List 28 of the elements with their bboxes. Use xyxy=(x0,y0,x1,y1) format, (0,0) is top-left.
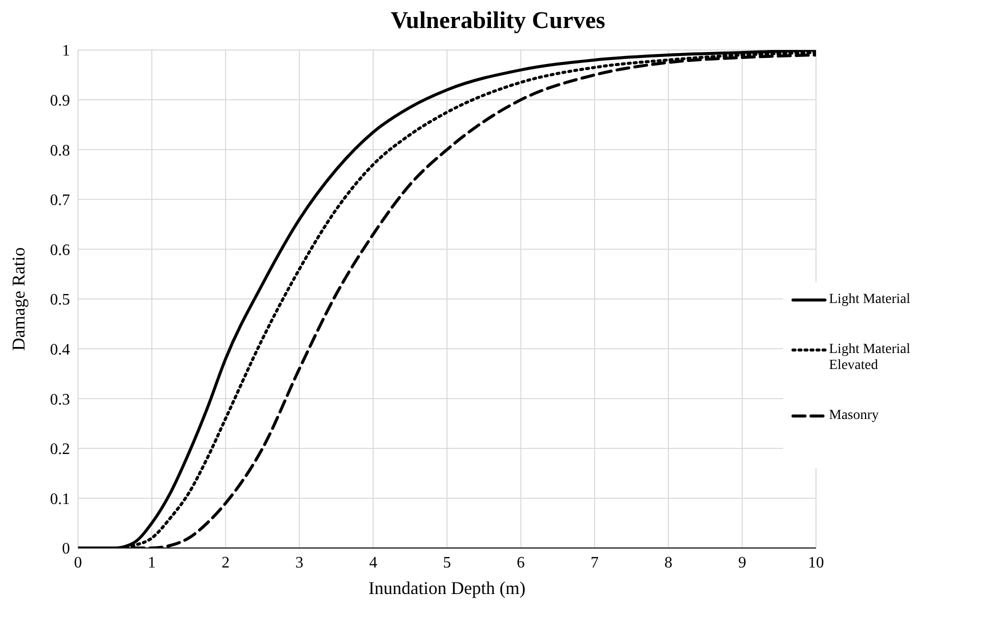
x-tick-label: 9 xyxy=(738,554,746,572)
x-tick-label: 6 xyxy=(516,554,525,572)
y-tick-label: 1 xyxy=(62,42,70,60)
x-tick-label: 4 xyxy=(369,554,378,572)
legend-label: Light Material xyxy=(829,292,912,308)
y-tick-label: 0.6 xyxy=(50,242,70,259)
y-tick-label: 0.7 xyxy=(50,192,70,210)
x-tick-label: 1 xyxy=(148,554,156,572)
x-tick-label: 3 xyxy=(295,554,304,572)
y-tick-label: 0.1 xyxy=(50,490,70,508)
x-axis-title: Inundation Depth (m) xyxy=(368,578,526,598)
chart-title: Vulnerability Curves xyxy=(390,8,606,36)
x-tick-label: 10 xyxy=(808,554,824,572)
x-tick-label: 0 xyxy=(74,554,82,572)
x-tick-label: 2 xyxy=(222,554,230,572)
y-tick-label: 0.4 xyxy=(50,341,70,358)
y-tick-label: 0 xyxy=(62,540,70,558)
x-tick-label: 7 xyxy=(590,554,599,572)
y-tick-label: 0.8 xyxy=(50,142,70,160)
y-axis-title: Damage Ratio xyxy=(8,247,28,351)
y-tick-label: 0.5 xyxy=(50,292,70,309)
legend-label: Light Material Elevated xyxy=(829,342,912,374)
y-tick-label: 0.2 xyxy=(50,441,70,458)
legend-label: Masonry xyxy=(829,408,880,424)
x-tick-label: 5 xyxy=(443,554,451,572)
x-tick-label: 8 xyxy=(664,554,672,572)
y-tick-label: 0.3 xyxy=(50,391,70,408)
y-tick-label: 0.9 xyxy=(50,92,70,110)
